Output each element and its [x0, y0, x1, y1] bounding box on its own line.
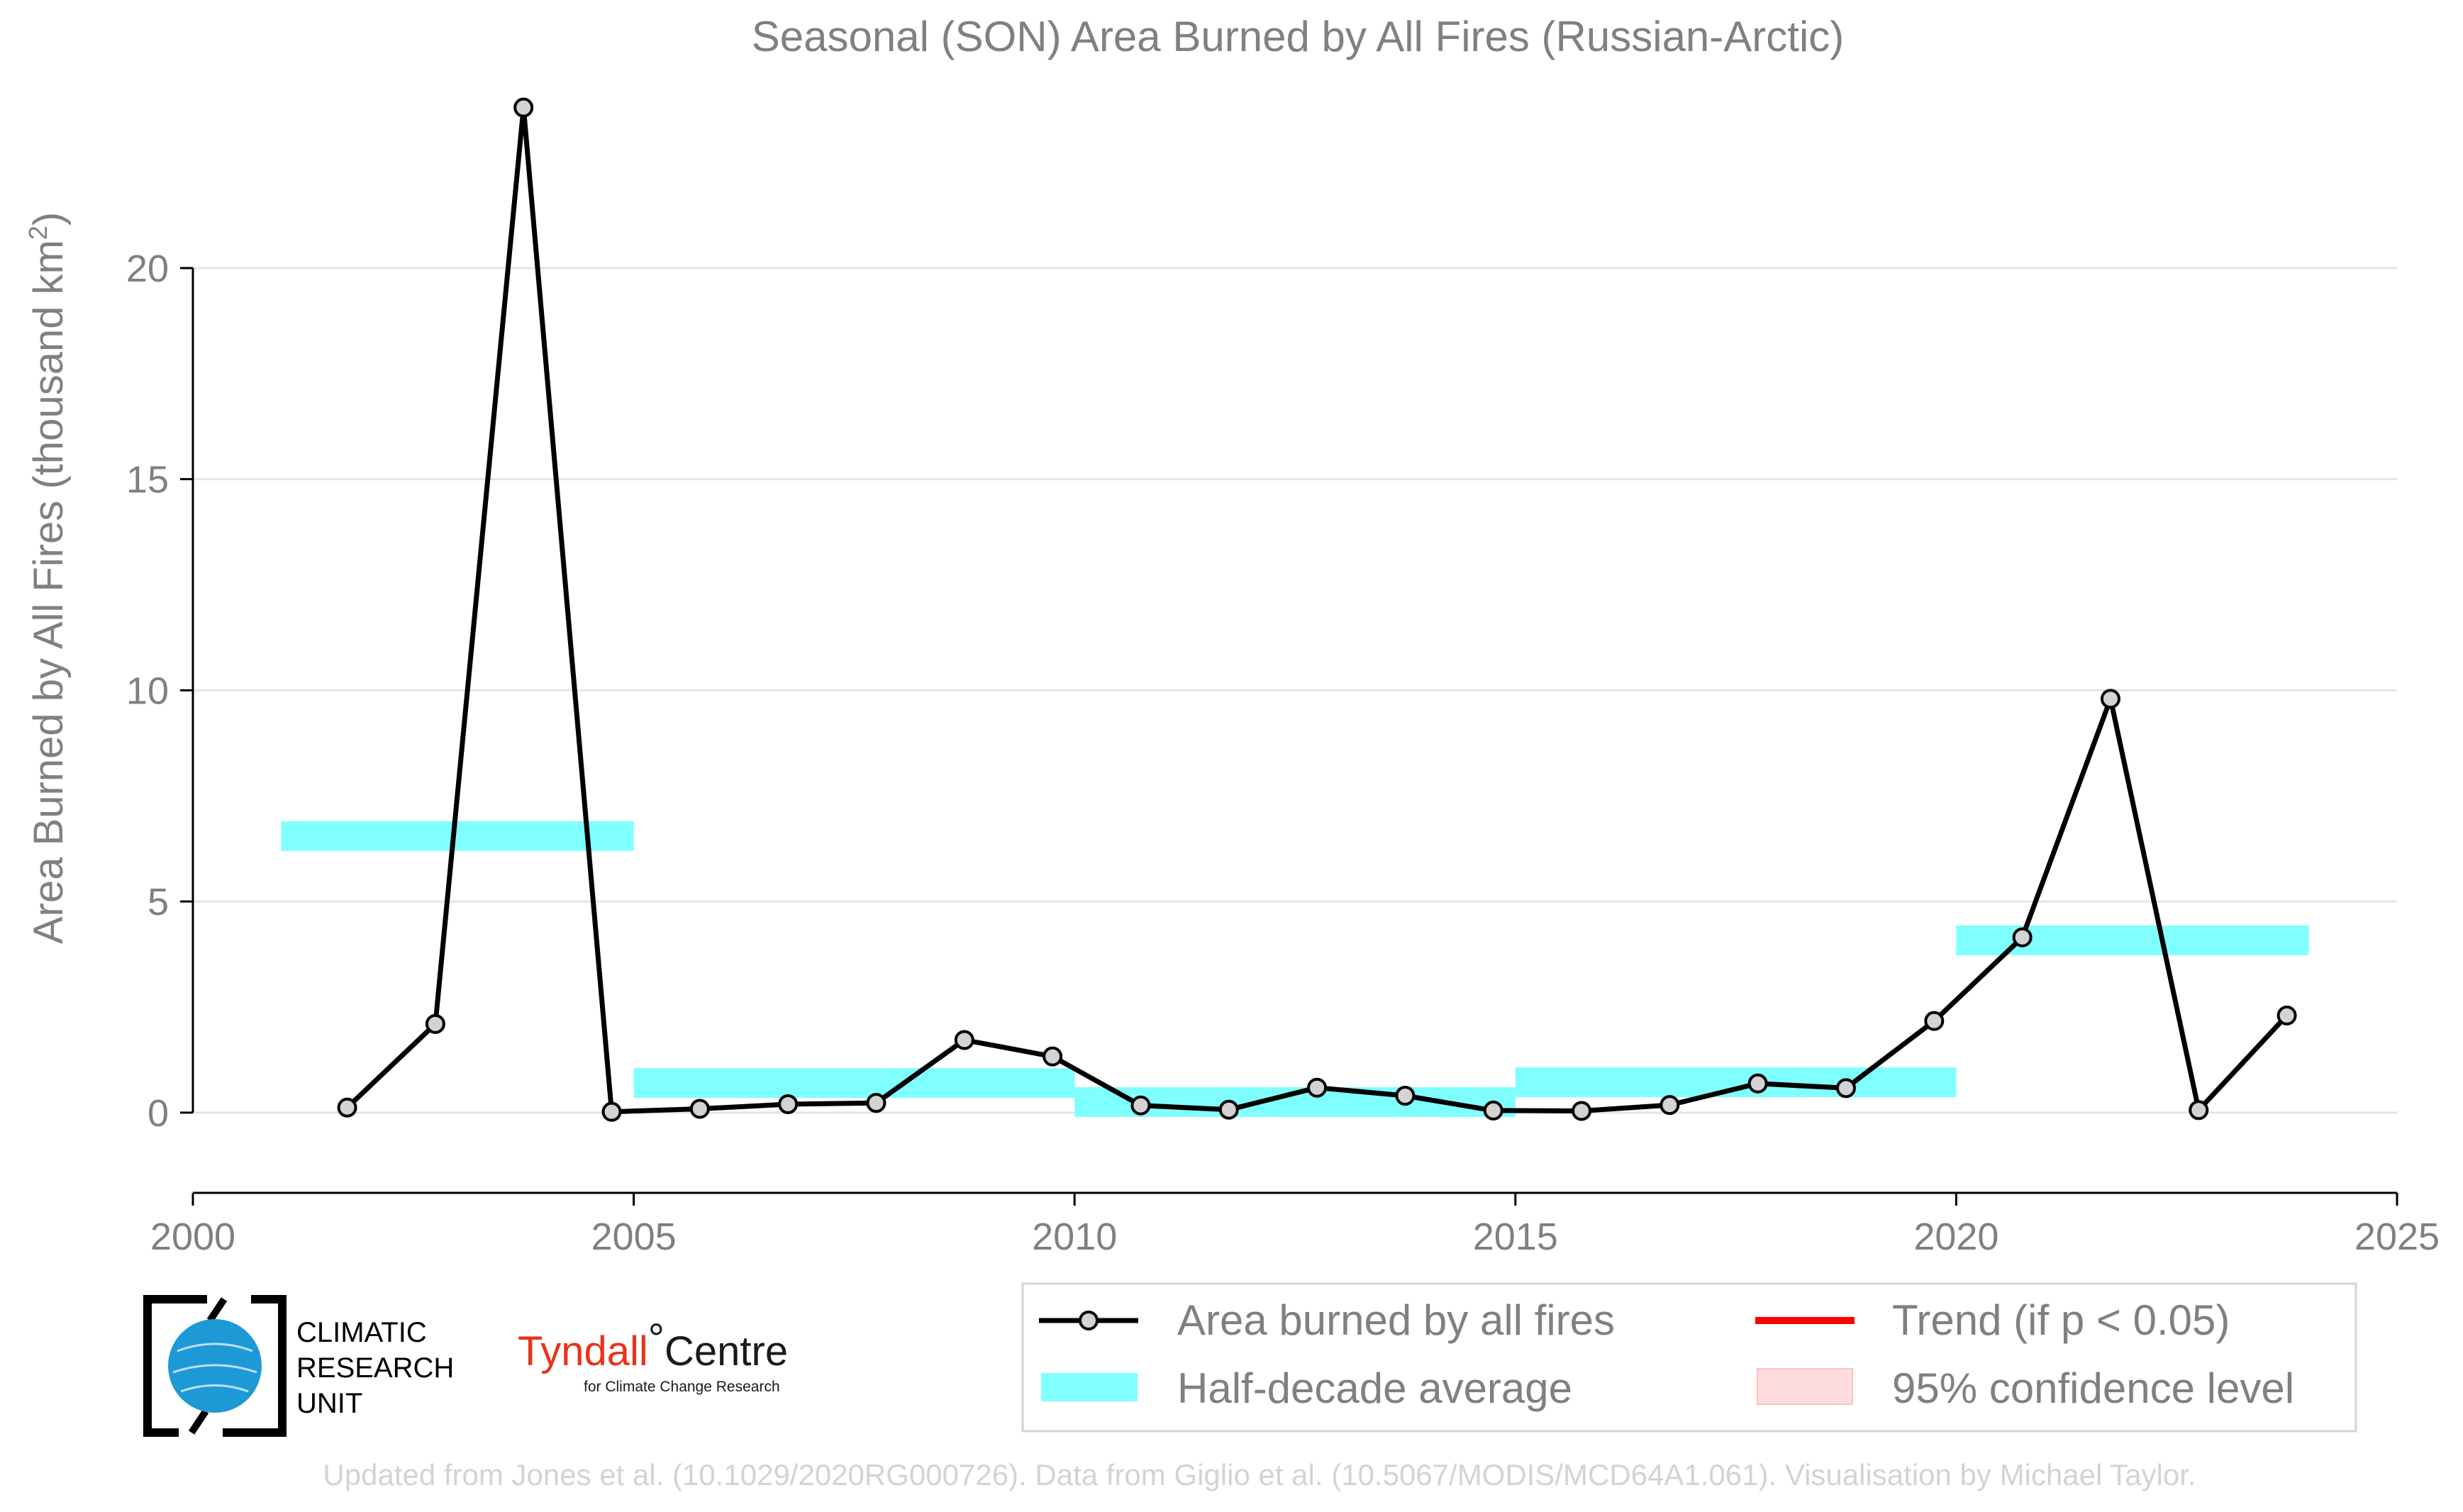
data-point	[1572, 1101, 1592, 1121]
half-decade-bars	[281, 821, 2309, 1117]
tyndall-logo: Tyndall°Centre for Climate Change Resear…	[518, 1316, 788, 1395]
legend: Area burned by all fires Half-decade ave…	[1021, 1282, 2357, 1433]
x-tick-label: 2010	[1032, 1216, 1117, 1258]
cru-line-1: CLIMATIC	[296, 1317, 427, 1348]
legend-frame	[1021, 1282, 2357, 1433]
y-axis-label-superscript: 2	[23, 226, 52, 240]
gridlines	[193, 267, 2397, 1114]
data-point	[425, 1013, 445, 1034]
data-point	[1483, 1100, 1503, 1121]
x-tick-label: 2020	[1913, 1216, 1998, 1258]
x-tick-label: 2000	[150, 1216, 235, 1258]
half-decade-bar	[633, 1068, 1075, 1099]
data-point	[513, 97, 534, 118]
y-axis-label: Area Burned by All Fires (thousand km2)	[23, 212, 72, 944]
y-tick-label: 5	[148, 881, 169, 923]
legend-label-confidence: 95% confidence level	[1892, 1364, 2294, 1412]
legend-marker-swatch	[1079, 1311, 1099, 1330]
svg-text:Tyndall°Centre: Tyndall°Centre	[518, 1316, 788, 1374]
cru-bracket-right	[223, 1295, 287, 1437]
credit-line: Updated from Jones et al. (10.1029/2020R…	[323, 1458, 2196, 1491]
legend-label-average: Half-decade average	[1177, 1364, 1572, 1412]
tyndall-name: Tyndall	[518, 1328, 648, 1374]
tyndall-centre: Centre	[665, 1328, 788, 1374]
data-point	[1218, 1099, 1239, 1120]
cru-logo: CLIMATIC RESEARCH UNIT	[143, 1295, 454, 1437]
data-point	[954, 1030, 974, 1050]
data-point	[2012, 927, 2033, 947]
tyndall-subtitle: for Climate Change Research	[584, 1379, 780, 1395]
data-point	[1747, 1073, 1768, 1094]
data-point	[778, 1094, 799, 1114]
cru-line-3: UNIT	[296, 1388, 362, 1419]
series-line	[345, 105, 2289, 1115]
half-decade-bar	[1515, 1067, 1957, 1097]
data-point	[337, 1097, 357, 1118]
series-area-burned	[345, 105, 2289, 1115]
y-tick-label: 0	[148, 1092, 169, 1135]
data-point	[1836, 1078, 1856, 1099]
tyndall-degree: °	[648, 1316, 665, 1362]
data-point	[1659, 1095, 1680, 1116]
data-point	[1130, 1095, 1151, 1116]
data-point	[2100, 689, 2120, 709]
cru-globe-lines	[172, 1343, 257, 1393]
data-point	[1307, 1077, 1328, 1098]
x-tick-label: 2015	[1473, 1216, 1558, 1258]
data-point	[2189, 1100, 2209, 1121]
x-tick-label: 2005	[591, 1216, 677, 1258]
legend-label-trend: Trend (if p < 0.05)	[1892, 1296, 2230, 1344]
legend-label-series: Area burned by all fires	[1177, 1296, 1615, 1344]
x-tick-label: 2025	[2354, 1216, 2440, 1258]
data-point	[601, 1101, 622, 1122]
axes: 0 5 10 15 20 2000 2005 2010 2015 2020 2025	[126, 248, 2440, 1258]
cru-bracket-left	[143, 1295, 207, 1437]
data-point	[1395, 1086, 1416, 1106]
series-points	[337, 97, 2297, 1122]
data-point	[866, 1093, 886, 1113]
cru-line-2: RESEARCH	[296, 1352, 454, 1384]
half-decade-bar	[281, 821, 634, 851]
y-axis-label-close: )	[26, 212, 72, 226]
y-tick-label: 15	[126, 459, 169, 501]
cru-slash-top	[206, 1297, 228, 1323]
cru-slash-bottom	[188, 1409, 209, 1435]
data-point	[1043, 1046, 1063, 1067]
legend-confidence-swatch	[1757, 1368, 1853, 1405]
data-point	[2276, 1005, 2297, 1025]
y-tick-label: 20	[126, 248, 169, 290]
y-tick-label: 10	[126, 669, 169, 712]
data-point	[1924, 1011, 1945, 1031]
chart-title: Seasonal (SON) Area Burned by All Fires …	[752, 13, 1845, 60]
y-axis-label-main: Area Burned by All Fires (thousand km	[26, 240, 72, 944]
legend-avg-swatch	[1041, 1373, 1138, 1401]
data-point	[689, 1099, 710, 1119]
